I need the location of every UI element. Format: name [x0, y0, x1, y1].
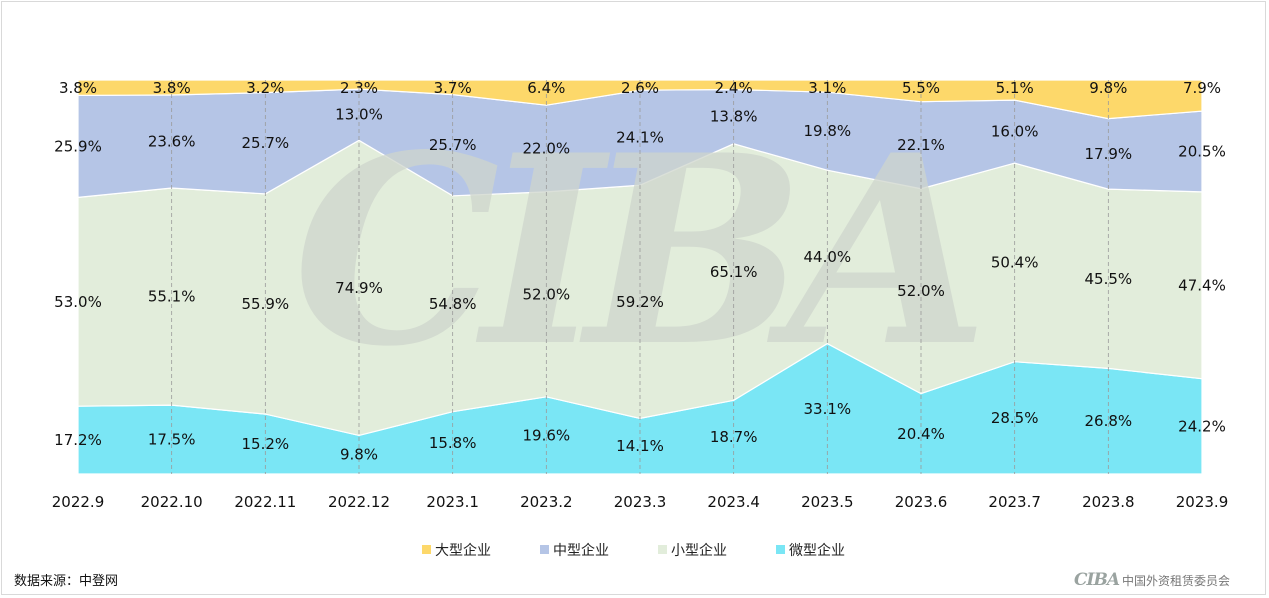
- x-tick-label: 2023.3: [614, 493, 667, 511]
- legend-label: 微型企业: [789, 542, 845, 559]
- data-label: 65.1%: [710, 263, 758, 281]
- logo-mark: CIBA: [1074, 570, 1120, 590]
- data-label: 25.7%: [429, 136, 477, 154]
- data-label: 54.8%: [429, 295, 477, 313]
- data-label: 20.4%: [897, 425, 945, 443]
- data-label: 3.1%: [808, 79, 846, 97]
- data-label: 19.8%: [804, 122, 852, 140]
- legend-label: 小型企业: [671, 542, 727, 559]
- data-label: 23.6%: [148, 133, 196, 151]
- data-label: 3.8%: [59, 79, 97, 97]
- data-label: 24.1%: [616, 129, 664, 147]
- data-label: 55.9%: [242, 295, 290, 313]
- x-tick-label: 2023.9: [1176, 493, 1229, 511]
- data-label: 45.5%: [1085, 270, 1133, 288]
- legend-item: 中型企业: [540, 542, 609, 559]
- data-label: 9.8%: [1089, 79, 1127, 97]
- x-axis-ticks: 2022.9 2022.10 2022.11 2022.12 2023.1 2023.2 2…: [52, 493, 1229, 511]
- data-label: 3.2%: [246, 79, 284, 97]
- data-label: 15.2%: [242, 435, 290, 453]
- data-label: 15.8%: [429, 434, 477, 452]
- x-tick-label: 2022.12: [328, 493, 390, 511]
- legend-swatch: [658, 545, 667, 554]
- data-label: 22.1%: [897, 136, 945, 154]
- legend-label: 大型企业: [435, 542, 491, 559]
- data-label: 5.5%: [902, 79, 940, 97]
- data-label: 52.0%: [523, 285, 571, 303]
- x-tick-label: 2022.11: [234, 493, 296, 511]
- data-label: 20.5%: [1178, 143, 1226, 161]
- data-label: 14.1%: [616, 437, 664, 455]
- legend: 大型企业 中型企业 小型企业 微型企业: [422, 542, 845, 559]
- legend-item: 微型企业: [776, 542, 845, 559]
- data-label: 17.5%: [148, 431, 196, 449]
- x-tick-label: 2023.7: [988, 493, 1041, 511]
- data-label: 50.4%: [991, 253, 1039, 271]
- data-labels: 17.2% 17.5% 15.2% 9.8% 15.8% 19.6% 14.1% 18.7% 3…: [54, 79, 1226, 464]
- data-label: 2.3%: [340, 79, 378, 97]
- data-label: 74.9%: [335, 279, 383, 297]
- legend-swatch: [540, 545, 549, 554]
- grid-lines: [171, 80, 1109, 474]
- data-label: 25.7%: [242, 134, 290, 152]
- data-label: 6.4%: [527, 79, 565, 97]
- data-label: 26.8%: [1085, 412, 1133, 430]
- data-label: 17.9%: [1085, 145, 1133, 163]
- data-source-note: 数据来源：中登网: [14, 574, 119, 589]
- data-label: 9.8%: [340, 446, 378, 464]
- data-label: 18.7%: [710, 428, 758, 446]
- legend-item: 大型企业: [422, 542, 491, 559]
- data-label: 16.0%: [991, 123, 1039, 141]
- data-label: 52.0%: [897, 282, 945, 300]
- data-label: 2.6%: [621, 79, 659, 97]
- data-label: 24.2%: [1178, 417, 1226, 435]
- org-name: 中国外资租赁委员会: [1122, 573, 1231, 588]
- x-tick-label: 2023.6: [895, 493, 948, 511]
- data-label: 17.2%: [54, 431, 102, 449]
- x-tick-label: 2023.8: [1082, 493, 1135, 511]
- data-label: 55.1%: [148, 288, 196, 306]
- legend-swatch: [776, 545, 785, 554]
- data-label: 59.2%: [616, 293, 664, 311]
- data-label: 19.6%: [523, 426, 571, 444]
- legend-swatch: [422, 545, 431, 554]
- x-tick-label: 2022.10: [141, 493, 203, 511]
- data-label: 13.8%: [710, 108, 758, 126]
- x-tick-label: 2022.9: [52, 493, 105, 511]
- data-label: 3.8%: [153, 79, 191, 97]
- legend-item: 小型企业: [658, 542, 727, 559]
- x-tick-label: 2023.2: [520, 493, 573, 511]
- data-label: 7.9%: [1183, 79, 1221, 97]
- x-tick-label: 2023.4: [707, 493, 760, 511]
- data-label: 33.1%: [804, 400, 852, 418]
- legend-label: 中型企业: [553, 542, 609, 559]
- x-tick-label: 2023.1: [426, 493, 479, 511]
- data-label: 47.4%: [1178, 276, 1226, 294]
- data-label: 25.9%: [54, 137, 102, 155]
- data-label: 44.0%: [804, 248, 852, 266]
- data-label: 28.5%: [991, 409, 1039, 427]
- x-tick-label: 2023.5: [801, 493, 854, 511]
- data-label: 13.0%: [335, 106, 383, 124]
- data-label: 53.0%: [54, 293, 102, 311]
- data-label: 22.0%: [523, 140, 571, 158]
- watermark-text: CIBA: [293, 99, 978, 404]
- footer-logo: CIBA 中国外资租赁委员会: [1074, 570, 1230, 590]
- watermark: CIBA: [293, 99, 996, 404]
- data-label: 3.7%: [434, 79, 472, 97]
- data-label: 5.1%: [996, 79, 1034, 97]
- data-label: 2.4%: [715, 79, 753, 97]
